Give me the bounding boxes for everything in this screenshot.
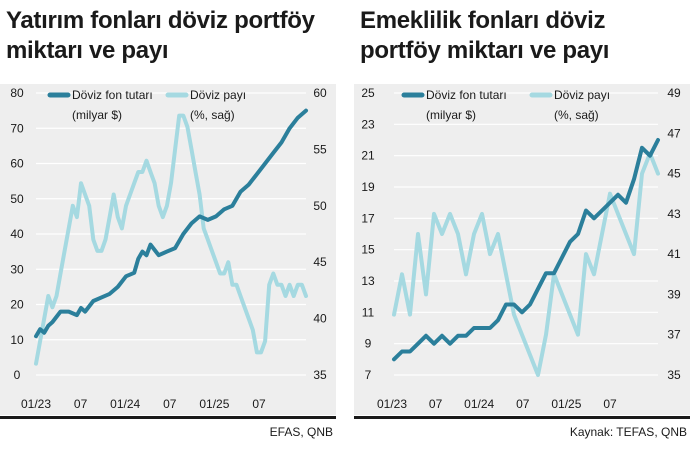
left-x-tick-label: 01/23 [21, 397, 51, 411]
left-series-line-fx-amount [34, 108, 308, 339]
right-bottom-rule [354, 416, 690, 419]
left-legend-label-fx-share: Döviz payı [190, 88, 246, 102]
right-x-tick-label: 07 [429, 397, 443, 411]
right-legend-unit-fx-amount: (milyar $) [426, 108, 476, 122]
right-left-tick-label: 25 [361, 86, 375, 100]
right-right-tick-label: 37 [667, 328, 681, 342]
left-right-tick-label: 45 [313, 255, 327, 269]
left-left-tick-label: 30 [10, 262, 24, 276]
left-left-tick-label: 70 [10, 121, 24, 135]
right-x-tick-label: 01/24 [464, 397, 494, 411]
right-right-tick-label: 45 [667, 167, 681, 181]
left-x-tick-label: 01/24 [110, 397, 140, 411]
right-x-tick-label: 07 [516, 397, 530, 411]
right-source-note: Kaynak: TEFAS, QNB [569, 425, 687, 439]
right-right-tick-label: 43 [667, 207, 681, 221]
left-right-tick-label: 40 [313, 312, 327, 326]
right-left-tick-label: 19 [361, 180, 375, 194]
right-series-line-fx-amount [392, 138, 660, 362]
right-left-tick-label: 13 [361, 274, 375, 288]
right-right-tick-label: 39 [667, 287, 681, 301]
left-chart-svg: 0 10 20 30 40 50 60 70 80 35 40 45 50 55 60 01/23 07 01/2… [10, 86, 327, 411]
right-legend-label-fx-amount: Döviz fon tutarı [426, 88, 507, 102]
left-left-tick-label: 60 [10, 157, 24, 171]
right-x-tick-label: 01/23 [377, 397, 407, 411]
right-chart-title: Emeklilik fonları döviz portföy miktarı … [360, 7, 610, 64]
right-right-tick-label: 41 [667, 247, 681, 261]
left-x-tick-label: 07 [74, 397, 88, 411]
left-right-tick-label: 60 [313, 86, 327, 100]
right-left-tick-label: 17 [361, 211, 375, 225]
right-right-tick-label: 35 [667, 368, 681, 382]
left-x-tick-label: 07 [163, 397, 177, 411]
left-chart-title: Yatırım fonları döviz portföy miktarı ve… [6, 7, 315, 64]
right-left-tick-label: 21 [361, 149, 375, 163]
left-legend-unit-fx-share: (%, sağ) [190, 108, 235, 122]
left-bottom-rule [0, 416, 336, 419]
right-series-line-fx-share [392, 151, 660, 377]
right-x-tick-label: 01/25 [551, 397, 581, 411]
left-series-line-fx-share [34, 113, 308, 366]
right-left-tick-label: 23 [361, 117, 375, 131]
right-left-tick-label: 9 [365, 337, 372, 351]
left-chart-panel: Yatırım fonları döviz portföy miktarı ve… [0, 0, 341, 451]
left-left-tick-label: 80 [10, 86, 24, 100]
right-legend-label-fx-share: Döviz payı [554, 88, 610, 102]
right-x-tick-label: 07 [603, 397, 617, 411]
left-right-tick-label: 55 [313, 142, 327, 156]
right-left-tick-label: 7 [365, 368, 372, 382]
right-chart-panel: Emeklilik fonları döviz portföy miktarı … [354, 0, 695, 451]
left-right-tick-label: 50 [313, 199, 327, 213]
right-right-tick-label: 47 [667, 126, 681, 140]
left-left-tick-label: 40 [10, 227, 24, 241]
left-plot-area: 0 10 20 30 40 50 60 70 80 35 40 45 50 55 60 01/23 07 01/2… [0, 84, 336, 415]
left-x-tick-label: 07 [252, 397, 266, 411]
left-x-tick-label: 01/25 [199, 397, 229, 411]
left-left-tick-label: 0 [14, 368, 21, 382]
left-left-tick-label: 20 [10, 298, 24, 312]
right-chart-svg: 7 9 11 13 15 17 19 21 23 25 35 37 39 41 43 45 47 49 01/23 0… [361, 86, 681, 411]
right-plot-area: 7 9 11 13 15 17 19 21 23 25 35 37 39 41 43 45 47 49 01/23 0… [354, 84, 690, 415]
left-left-tick-label: 50 [10, 192, 24, 206]
left-source-note: EFAS, QNB [269, 425, 333, 439]
left-legend-unit-fx-amount: (milyar $) [72, 108, 122, 122]
right-right-tick-label: 49 [667, 86, 681, 100]
left-legend-label-fx-amount: Döviz fon tutarı [72, 88, 153, 102]
right-left-tick-label: 11 [362, 305, 375, 319]
left-left-tick-label: 10 [10, 333, 24, 347]
left-right-tick-label: 35 [313, 368, 327, 382]
right-left-tick-label: 15 [361, 243, 375, 257]
right-legend-unit-fx-share: (%, sağ) [554, 108, 599, 122]
